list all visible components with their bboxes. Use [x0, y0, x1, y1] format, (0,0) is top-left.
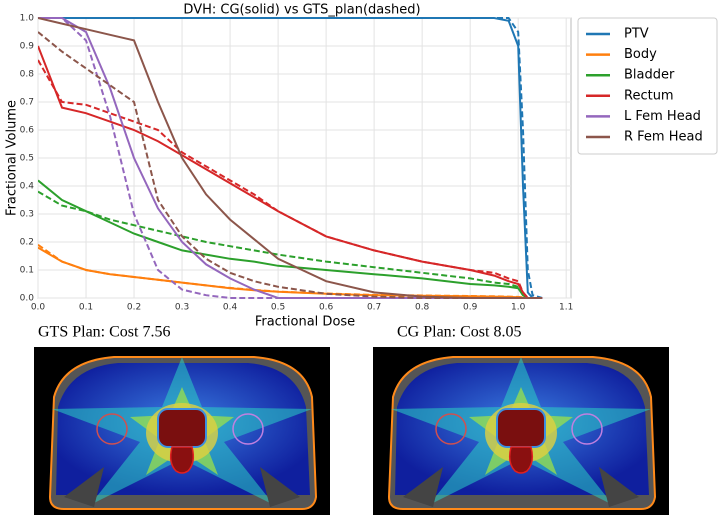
dashed-line — [38, 17, 543, 299]
y-tick-label: 0.6 — [20, 126, 35, 136]
dashed-line — [38, 59, 543, 299]
x-tick-label: 0.6 — [319, 303, 334, 313]
chart-title: DVH: CG(solid) vs GTS_plan(dashed) — [183, 3, 420, 18]
x-tick-label: 1.1 — [559, 303, 573, 313]
x-tick-label: 1.0 — [511, 303, 526, 313]
y-tick-label: 0.3 — [20, 210, 34, 220]
legend-label: Body — [624, 47, 657, 62]
dashed-line — [38, 190, 543, 299]
y-tick-label: 0.5 — [20, 154, 34, 164]
x-tick-label: 0.4 — [223, 303, 238, 313]
x-tick-label: 0.1 — [79, 303, 93, 313]
legend-label: R Fem Head — [624, 130, 703, 145]
y-tick-label: 1.0 — [20, 14, 35, 24]
x-tick-label: 0.8 — [415, 303, 430, 313]
y-tick-label: 0.9 — [20, 42, 35, 52]
y-tick-label: 0.7 — [20, 98, 34, 108]
legend: PTV Body Bladder Rectum L Fem Head R Fem Head — [586, 27, 703, 145]
x-tick-label: 0.3 — [175, 303, 189, 313]
legend-box — [577, 17, 718, 155]
x-tick-label: 0.9 — [463, 303, 478, 313]
y-axis-label: Fractional Volume — [5, 100, 20, 216]
x-axis-label: Fractional Dose — [255, 315, 355, 330]
y-tick-label: 0.2 — [20, 238, 34, 248]
dashed-line — [38, 31, 543, 299]
dose-map — [373, 347, 669, 515]
x-tick-label: 0.7 — [367, 303, 381, 313]
legend-label: Bladder — [624, 68, 675, 83]
legend-label: Rectum — [624, 88, 674, 103]
dose-map — [34, 347, 330, 515]
image-caption: CG Plan: Cost 8.05 — [397, 324, 521, 341]
legend-label: L Fem Head — [624, 109, 701, 124]
legend-label: PTV — [624, 27, 649, 42]
x-tick-label: 0.2 — [127, 303, 141, 313]
plot: 0.0 0.1 0.2 0.3 0.4 0.5 0.6 0.7 0.8 0.9 1.0 1.1 0.0 0… — [20, 14, 574, 313]
image-caption: GTS Plan: Cost 7.56 — [38, 324, 170, 341]
y-tick-label: 0.1 — [20, 266, 34, 276]
y-tick-label: 0.4 — [20, 182, 35, 192]
x-tick-label: 0.5 — [271, 303, 285, 313]
x-tick-label: 0.0 — [31, 303, 46, 313]
y-tick-label: 0.0 — [20, 294, 35, 304]
y-tick-label: 0.8 — [20, 70, 35, 80]
